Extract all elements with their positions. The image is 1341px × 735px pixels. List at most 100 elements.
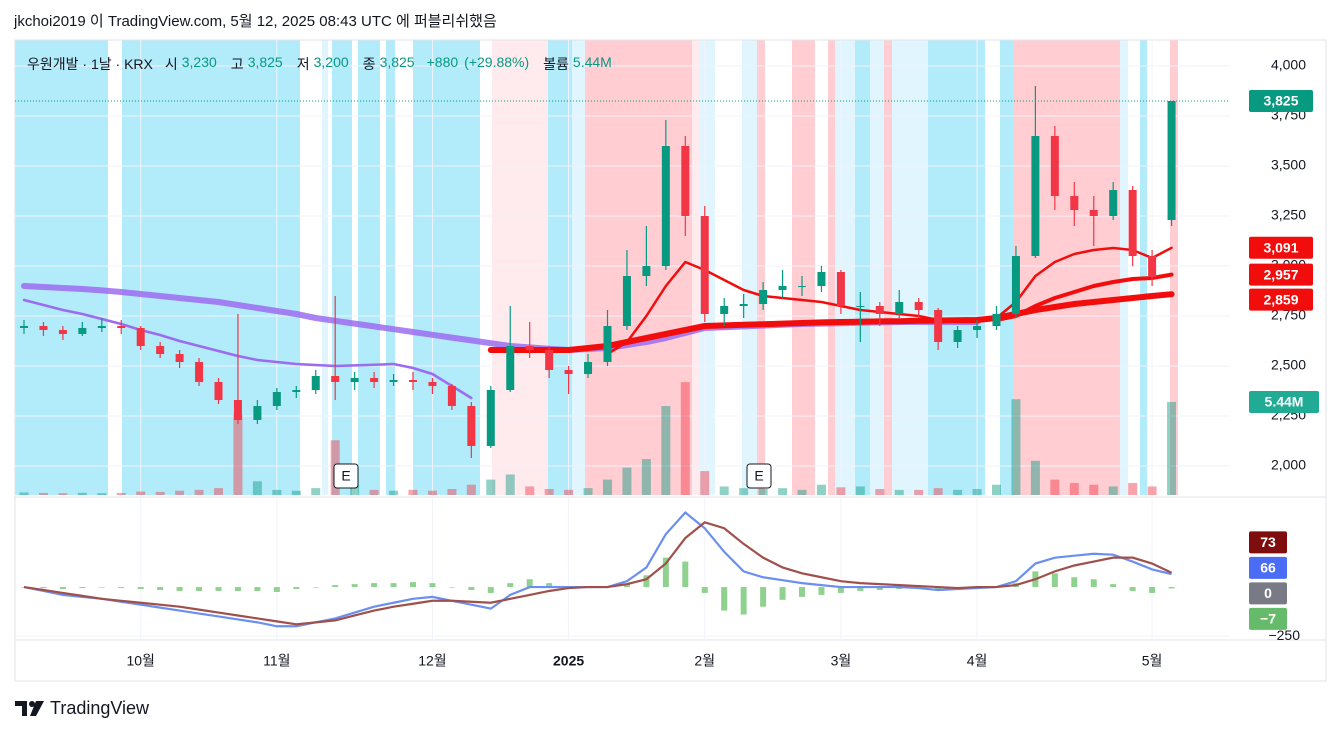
price-tag-label: 66 — [1260, 560, 1276, 576]
histogram-bar — [137, 587, 144, 590]
histogram-bar — [546, 583, 553, 588]
volume-bar — [603, 479, 612, 495]
moving-average — [22, 298, 473, 400]
volume-bar — [97, 493, 107, 495]
histogram-bar — [429, 583, 436, 588]
volume-bar — [466, 484, 476, 495]
histogram-bar — [682, 561, 689, 588]
volume-bar — [1147, 486, 1157, 495]
legend-value: 3,825 — [379, 54, 415, 70]
histogram-bar — [623, 584, 630, 588]
candle-body — [603, 326, 612, 362]
histogram-bar — [1071, 577, 1078, 588]
candle-body — [195, 362, 204, 382]
histogram-bar — [507, 583, 514, 588]
volume-bar — [1167, 401, 1177, 495]
legend-label: 저 — [296, 56, 310, 72]
legend-label: 시 — [164, 56, 178, 72]
histogram-bar — [98, 587, 105, 588]
volume-bar — [486, 479, 496, 495]
candle-body — [622, 276, 631, 326]
volume-bar — [214, 488, 223, 495]
histogram-bar — [215, 587, 222, 591]
histogram-bar — [721, 587, 728, 611]
candle-body — [525, 346, 534, 350]
candle-body — [1031, 136, 1040, 256]
candle-body — [642, 266, 651, 276]
volume-bar — [175, 490, 185, 495]
histogram-bar — [1168, 587, 1175, 589]
x-tick-label: 12월 — [418, 653, 446, 669]
histogram-bar — [390, 583, 397, 588]
price-tag — [1249, 263, 1313, 286]
legend-value: 5.44M — [572, 54, 612, 70]
legend-change: +880 — [426, 54, 459, 70]
volume-bar — [855, 486, 865, 495]
y-tick-label: 2,000 — [1271, 457, 1306, 473]
histogram-bar — [1090, 579, 1097, 588]
frame — [14, 39, 1327, 682]
x-tick-label: 4월 — [967, 653, 988, 669]
legend-label: 고 — [230, 56, 244, 72]
volume-bar — [1011, 399, 1021, 495]
candle-body — [1148, 256, 1157, 277]
brand-logo — [15, 701, 44, 716]
histogram-bar — [410, 582, 416, 588]
candle-body — [136, 328, 145, 346]
candle-body — [156, 346, 165, 354]
event-marker: E — [333, 463, 359, 489]
candle-body — [292, 390, 301, 392]
candle-body — [778, 286, 787, 290]
price-tag-label: 2,957 — [1263, 266, 1298, 282]
candle-body — [58, 330, 67, 334]
candle-body — [20, 326, 28, 328]
histogram-bar — [779, 587, 786, 600]
candle-body — [1128, 190, 1137, 256]
candle-body — [331, 376, 340, 382]
candle-body — [759, 290, 768, 304]
histogram-bar — [662, 557, 669, 588]
candle-body — [389, 380, 398, 382]
histogram-bar — [196, 587, 203, 591]
price-tag — [1249, 556, 1287, 579]
histogram-bar — [760, 587, 767, 607]
volume-bar — [447, 489, 457, 495]
candle-body — [1089, 210, 1098, 216]
histogram-bar — [59, 587, 66, 590]
histogram-bar — [312, 587, 319, 588]
volume-bar — [77, 492, 87, 495]
candle-body — [175, 354, 184, 362]
candle-body — [564, 370, 573, 374]
candle-body — [545, 350, 554, 370]
candle-body — [467, 406, 476, 446]
candle-body — [661, 146, 670, 266]
price-tag — [1249, 607, 1287, 630]
event-label: E — [754, 468, 763, 484]
legend-label: 볼륨 — [543, 56, 569, 72]
moving-average — [994, 272, 1174, 322]
candle-body — [486, 390, 495, 446]
volume-bar — [1128, 483, 1138, 495]
histogram-bar — [254, 587, 261, 591]
volume-bar — [758, 489, 768, 495]
histogram-bar — [935, 587, 942, 590]
histogram-bar — [468, 587, 475, 590]
candle-body — [409, 380, 417, 382]
candle-body — [798, 286, 806, 287]
candle-body — [447, 386, 456, 406]
volume-bar — [1108, 486, 1118, 495]
candle-body — [856, 306, 865, 307]
x-tick-label: 3월 — [831, 653, 852, 669]
volume-bar — [622, 467, 632, 495]
volume-bar — [252, 481, 262, 495]
histogram-bar — [526, 579, 533, 588]
volume-bar — [583, 488, 593, 495]
legend-value: 3,200 — [313, 54, 349, 70]
volume-bar — [641, 459, 651, 495]
candle-body — [78, 328, 87, 334]
candle-body — [584, 362, 593, 374]
y-tick-label: 3,250 — [1271, 207, 1306, 223]
histogram-bar — [273, 587, 280, 592]
volume-bar — [816, 484, 826, 495]
background-bands — [15, 40, 1178, 495]
